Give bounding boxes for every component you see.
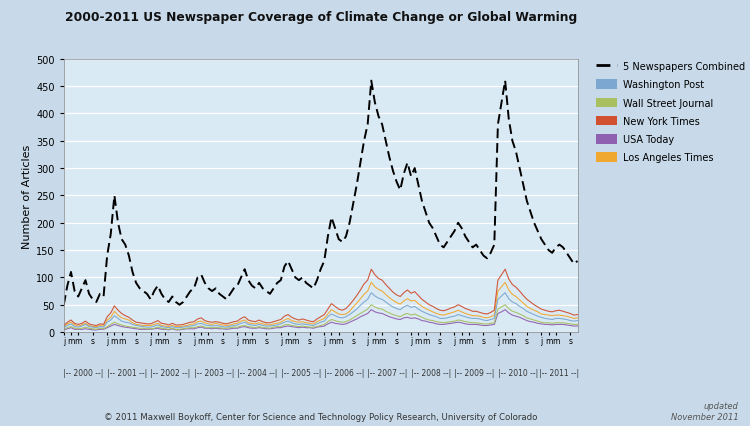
Text: |-- 2002 --|: |-- 2002 --|	[150, 368, 190, 377]
Text: |-- 2003 --|: |-- 2003 --|	[194, 368, 234, 377]
Y-axis label: Number of Articles: Number of Articles	[22, 144, 32, 248]
Text: 2000-2011 US Newspaper Coverage of Climate Change or Global Warming: 2000-2011 US Newspaper Coverage of Clima…	[64, 11, 577, 23]
Text: |-- 2005 --|: |-- 2005 --|	[280, 368, 321, 377]
Legend: 5 Newspapers Combined, Washington Post, Wall Street Journal, New York Times, USA: 5 Newspapers Combined, Washington Post, …	[592, 59, 748, 166]
Text: |-- 2010 --|: |-- 2010 --|	[498, 368, 538, 377]
Text: |-- 2004 --|: |-- 2004 --|	[237, 368, 278, 377]
Text: |-- 2009 --|: |-- 2009 --|	[454, 368, 494, 377]
Text: |-- 2008 --|: |-- 2008 --|	[411, 368, 451, 377]
Text: |-- 2001 --|: |-- 2001 --|	[107, 368, 147, 377]
Text: |-- 2011 --|: |-- 2011 --|	[539, 368, 580, 377]
Text: |-- 2000 --|: |-- 2000 --|	[64, 368, 104, 377]
Text: © 2011 Maxwell Boykoff, Center for Science and Technology Policy Research, Unive: © 2011 Maxwell Boykoff, Center for Scien…	[104, 412, 537, 421]
Text: |-- 2006 --|: |-- 2006 --|	[324, 368, 364, 377]
Text: |-- 2007 --|: |-- 2007 --|	[368, 368, 408, 377]
Text: updated
November 2011: updated November 2011	[671, 402, 739, 421]
